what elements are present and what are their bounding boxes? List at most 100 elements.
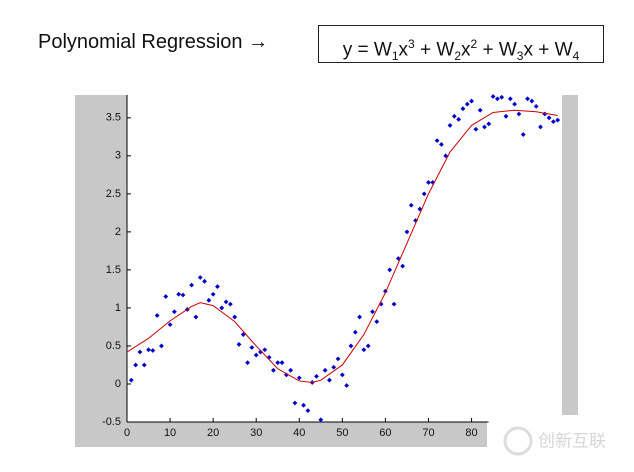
formula-sub: 4 [572, 49, 580, 64]
data-point [258, 349, 263, 355]
data-point [546, 115, 552, 121]
y-tick-label: 3.5 [106, 112, 121, 124]
data-point [288, 367, 294, 373]
y-tick-label: 2.5 [106, 188, 121, 200]
data-point [150, 348, 156, 353]
data-point [443, 153, 449, 159]
data-point [283, 372, 289, 378]
data-point [451, 113, 457, 119]
data-point [339, 372, 345, 378]
data-point [210, 291, 216, 297]
data-point [503, 113, 509, 119]
data-point [215, 284, 220, 290]
data-point [206, 297, 212, 303]
cover [487, 415, 634, 472]
fit-curve [126, 109, 558, 383]
data-point [555, 117, 561, 123]
data-point [176, 291, 182, 297]
data-point [447, 123, 453, 128]
data-point [469, 98, 474, 104]
data-point [146, 347, 151, 353]
formula-text: x [398, 39, 409, 61]
data-point [400, 263, 406, 269]
data-point [426, 180, 431, 185]
y-tick-label: 1 [115, 302, 121, 314]
formula-sub: 1 [391, 49, 399, 64]
plot-area [127, 95, 562, 422]
data-point [193, 314, 199, 320]
data-point [439, 142, 444, 147]
data-point [473, 126, 479, 132]
data-point [292, 400, 298, 406]
data-point [163, 294, 169, 299]
data-point [391, 301, 397, 307]
data-point [486, 121, 492, 127]
data-point [133, 362, 139, 368]
data-point [159, 343, 164, 349]
watermark-text: 创新互联 [538, 431, 606, 450]
y-tick-label: 0.5 [106, 340, 121, 352]
formula-sup: 3 [408, 37, 415, 51]
data-point [314, 373, 319, 379]
data-point [490, 94, 496, 99]
data-point [301, 402, 306, 408]
formula-text: + W [414, 39, 455, 61]
slide-title: Polynomial Regression → [38, 31, 269, 53]
data-point [137, 349, 143, 355]
data-point [271, 367, 276, 373]
data-point [197, 275, 203, 280]
data-point [512, 101, 518, 107]
data-point [408, 202, 414, 208]
data-point [404, 229, 410, 235]
data-point [348, 343, 354, 349]
data-point [507, 96, 513, 102]
formula-sub: 2 [454, 49, 461, 64]
x-tick-label: 30 [250, 427, 262, 439]
data-point [296, 375, 302, 381]
data-point [434, 138, 440, 144]
data-point [227, 301, 233, 307]
formula-text: x [461, 39, 471, 61]
formula-box: y = W1x3 + W2x2 + W3x + W4 [318, 25, 604, 63]
data-point [327, 377, 332, 383]
formula-sup: 2 [470, 37, 478, 51]
data-point [171, 309, 177, 315]
data-point [529, 98, 535, 104]
data-point [516, 111, 522, 117]
data-point [322, 367, 328, 373]
data-point [154, 313, 160, 318]
data-point [421, 191, 427, 197]
data-point [318, 417, 324, 423]
data-point [223, 299, 229, 305]
data-point [383, 288, 388, 294]
data-point [245, 360, 250, 366]
data-point [417, 206, 423, 212]
data-point [128, 377, 134, 383]
data-point [189, 282, 195, 288]
data-point [499, 94, 505, 100]
data-point [538, 124, 543, 130]
x-tick-label: 50 [336, 427, 348, 439]
data-point [361, 347, 367, 353]
watermark-logo [503, 426, 533, 456]
data-point [253, 352, 259, 358]
y-tick-label: -0.5 [102, 416, 121, 428]
data-point [365, 343, 371, 349]
data-point [236, 342, 242, 347]
data-point [262, 347, 268, 353]
data-point [460, 106, 466, 112]
data-point [141, 362, 147, 368]
data-point [266, 354, 272, 360]
y-tick-label: 2 [115, 226, 121, 238]
data-point [357, 314, 362, 320]
x-tick-label: 70 [422, 427, 434, 439]
data-point [374, 319, 380, 325]
x-tick-label: 60 [379, 427, 391, 439]
data-point [279, 360, 285, 366]
formula-text: y = W [342, 39, 392, 61]
data-point [525, 96, 530, 102]
y-tick-label: 1.5 [106, 264, 121, 276]
data-point [202, 278, 207, 284]
watermark: 创新互联 [503, 426, 606, 456]
x-tick-label: 80 [465, 427, 477, 439]
